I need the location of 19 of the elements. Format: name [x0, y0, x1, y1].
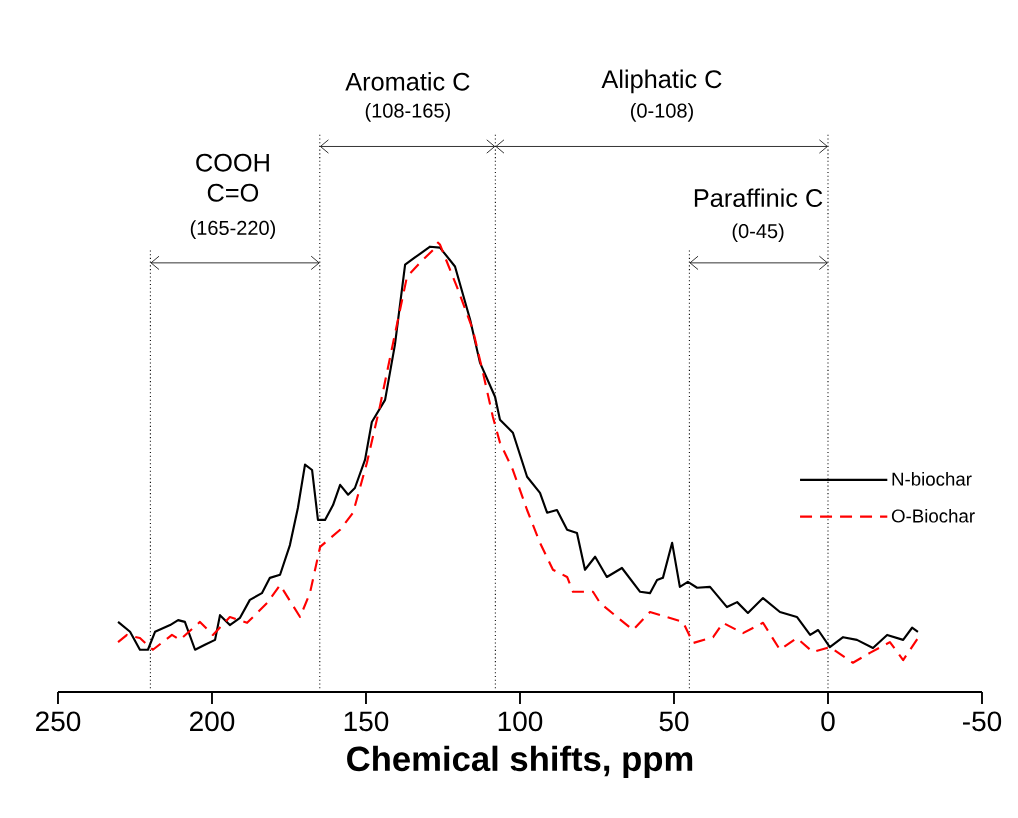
legend-label: O-Biochar	[891, 508, 975, 523]
x-tick-label: 100	[498, 711, 543, 732]
text: Paraffinic C	[694, 188, 823, 208]
legend-label: N-biochar	[892, 472, 972, 486]
x-tick-label: 150	[344, 711, 389, 732]
x-axis-title: Chemical shifts, ppm	[347, 745, 693, 778]
text: COOH	[196, 153, 269, 172]
text: Aromatic C	[345, 72, 470, 91]
text: (165-220)	[190, 220, 276, 239]
x-tick-label: -50	[963, 711, 1002, 732]
text: (0-108)	[630, 103, 693, 122]
text: C=O	[207, 183, 259, 202]
x-tick-label: 200	[190, 711, 235, 732]
text: Aliphatic C	[601, 69, 722, 94]
x-tick-label: 50	[659, 711, 689, 732]
x-tick-label: 0	[821, 711, 835, 732]
text: (108-165)	[365, 103, 450, 122]
text: (0-45)	[732, 223, 784, 243]
x-tick-label: 250	[36, 711, 81, 732]
